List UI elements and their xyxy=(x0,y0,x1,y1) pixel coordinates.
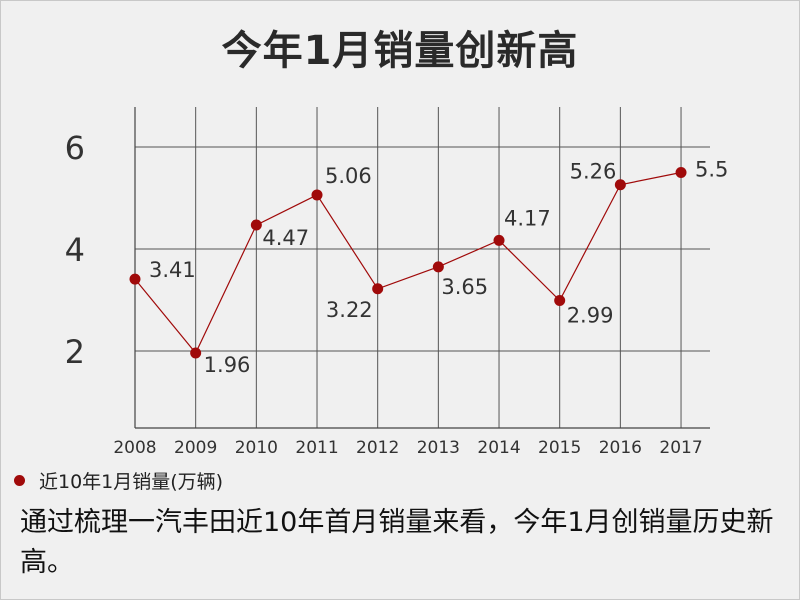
x-tick-label: 2008 xyxy=(113,438,156,458)
data-label: 5.5 xyxy=(695,158,728,182)
y-tick-label: 2 xyxy=(65,333,85,371)
data-label: 5.06 xyxy=(325,164,372,188)
chart-legend: 近10年1月销量(万辆) xyxy=(14,467,223,494)
x-tick-label: 2014 xyxy=(477,438,520,458)
data-label: 1.96 xyxy=(204,353,251,377)
data-point xyxy=(432,261,444,273)
y-tick-label: 4 xyxy=(65,231,85,269)
data-point xyxy=(190,347,202,359)
data-point xyxy=(493,234,505,246)
data-point xyxy=(614,179,626,191)
data-label: 3.22 xyxy=(326,298,373,322)
y-tick-label: 6 xyxy=(65,129,85,167)
data-label: 4.17 xyxy=(504,206,551,230)
x-tick-label: 2009 xyxy=(174,438,217,458)
data-point xyxy=(675,167,687,178)
data-label: 2.99 xyxy=(567,304,614,328)
data-label: 5.26 xyxy=(570,160,617,184)
data-point xyxy=(129,273,141,285)
data-point xyxy=(372,283,384,295)
x-tick-label: 2016 xyxy=(599,438,642,458)
x-tick-label: 2015 xyxy=(538,438,581,458)
data-label: 3.65 xyxy=(441,275,488,299)
series-line xyxy=(134,171,682,355)
legend-label: 近10年1月销量(万辆) xyxy=(39,471,224,493)
legend-marker xyxy=(14,475,25,486)
data-point xyxy=(554,295,566,307)
x-tick-label: 2017 xyxy=(659,438,702,458)
chart-title: 今年1月销量创新高 xyxy=(221,28,579,74)
x-tick-label: 2013 xyxy=(417,438,460,458)
x-tick-label: 2010 xyxy=(235,438,278,458)
x-tick-label: 2011 xyxy=(295,438,338,458)
caption-text: 通过梳理一汽丰田近10年首月销量来看，今年1月创销量历史新高。 xyxy=(20,507,774,578)
x-tick-label: 2012 xyxy=(356,438,399,458)
data-label: 3.41 xyxy=(149,258,196,282)
data-point xyxy=(311,189,323,201)
data-label: 4.47 xyxy=(262,226,309,250)
data-point xyxy=(250,219,262,231)
